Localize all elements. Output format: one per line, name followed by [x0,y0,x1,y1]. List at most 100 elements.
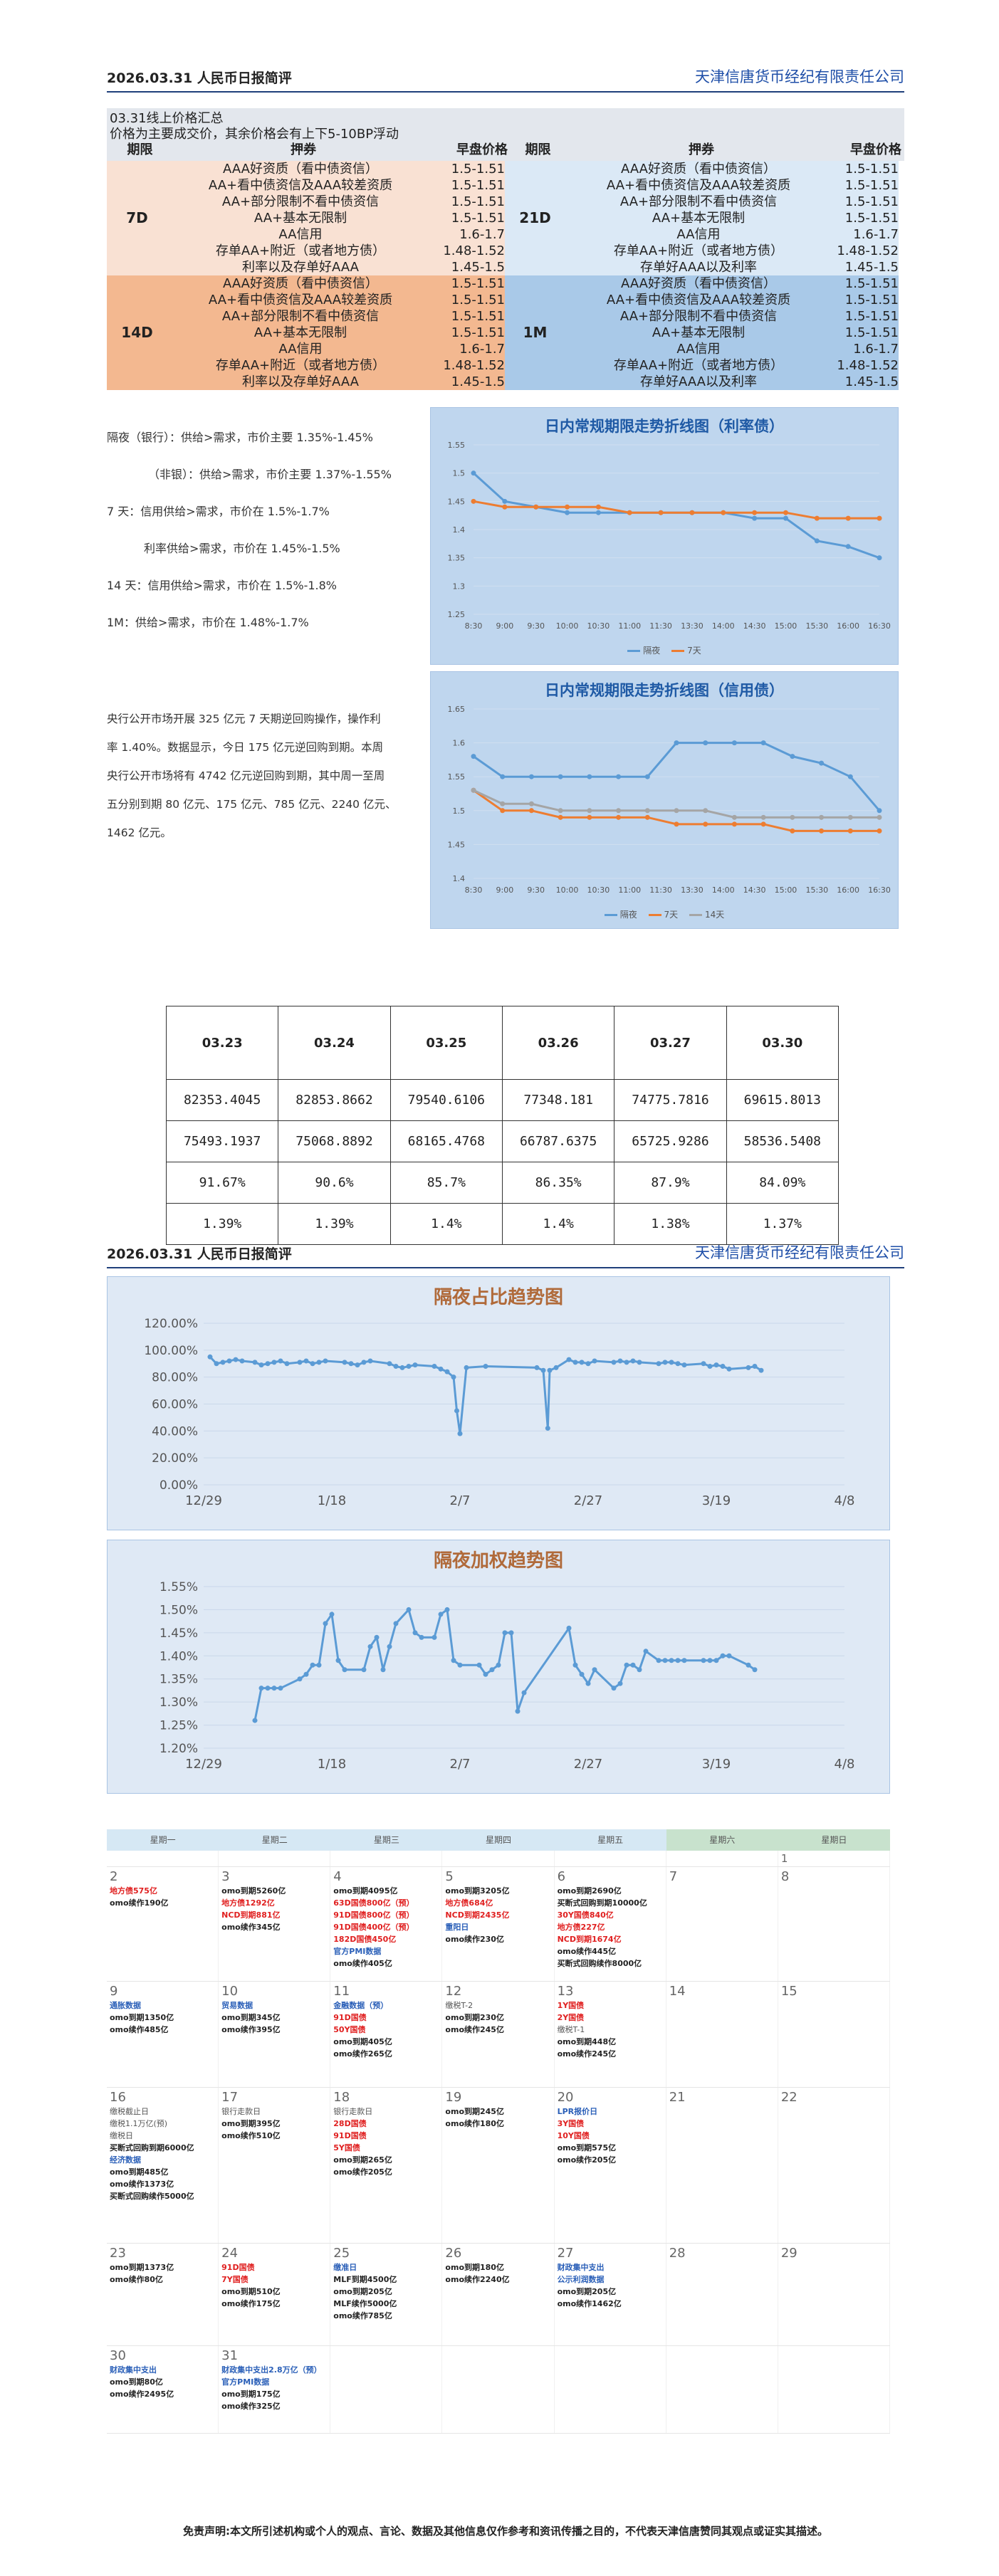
calendar-event: 30Y国债840亿 [557,1910,614,1920]
calendar-day: 2 地方债575亿 omo续作190亿 [107,1867,219,1981]
x-tick-label: 1/18 [318,1493,346,1508]
note-7d-credit: 7 天：信用供给>需求，市价在 1.5%-1.7% [107,505,330,518]
x-tick-label: 15:30 [805,621,828,631]
day-number: 2 [110,1869,118,1884]
data-point [316,1662,322,1668]
asset-list: AAA好资质（看中债资信） AA+看中债资信及AAA较差资质 AA+部分限制不看中债… [167,275,434,390]
table-header-cell: 03.26 [501,1006,615,1080]
calendar-day: 5 omo到期3205亿 地方债684亿 NCD到期2435亿 重阳日 omo续作230亿 [442,1867,555,1981]
calendar-event: omo到期448亿 [557,2037,617,2046]
calendar-event: 10Y国债 [557,2131,590,2140]
calendar-day: 27 财政集中支出 公示利润数据 omo到期205亿 omo续作1462亿 [555,2244,666,2345]
chart-plot: 1.20% 1.25% 1.30% 1.35% 1.40% 1.45% 1.50% 1.55%… [159,1580,855,1772]
note-7d-rate: 利率供给>需求，市价在 1.45%-1.5% [144,542,340,555]
day-number: 18 [333,2090,350,2105]
table-cell: 1.4% [501,1203,615,1245]
weekday-label: 星期四 [442,1829,555,1851]
x-tick-label: 2/27 [574,1757,602,1772]
day-number: 28 [669,2246,686,2261]
asset-name: AA信用 [676,342,721,357]
weekday-label: 星期二 [219,1829,331,1851]
data-point [355,1362,360,1368]
calendar-event: 地方债575亿 [110,1886,157,1896]
calendar-event: omo续作325亿 [221,2402,281,2411]
asset-price: 1.5-1.51 [451,162,505,177]
data-point [674,740,679,746]
data-point [720,1364,726,1370]
data-point [845,544,851,550]
x-tick-label: 14:00 [712,885,735,895]
day-number: 9 [110,1984,118,1999]
data-point [675,1658,681,1663]
data-point [681,1658,687,1663]
data-point [566,1625,572,1631]
calendar-event: omo到期405亿 [333,2037,392,2046]
table-row: 82353.4045 82853.8662 79540.6106 77348.181 7… [165,1079,840,1121]
y-tick-label: 1.4 [453,525,466,535]
data-point [528,808,534,814]
calendar-event: 财政集中支出 [557,2263,605,2272]
data-point [656,1361,661,1367]
data-point [658,510,664,515]
data-point [669,1360,674,1365]
legend-item: 14天 [689,908,724,920]
calendar-event: 经济数据 [110,2155,141,2165]
table-row: 1.39% 1.39% 1.4% 1.4% 1.38% 1.37% [165,1203,840,1245]
intraday-rate-chart: 日内常规期限走势折线图（利率债） 1.25 1.3 1.35 1.4 1.45 1.5 1.… [430,407,899,665]
legend-label: 7天 [664,910,679,920]
calendar-day [330,1851,443,1866]
calendar-event: omo续作1373亿 [110,2180,174,2189]
x-tick-label: 13:30 [681,885,704,895]
calendar-event: omo续作445亿 [557,1947,617,1956]
day-number: 21 [669,2090,686,2105]
x-tick-label: 2/27 [574,1493,602,1508]
asset-name: AA信用 [676,227,721,242]
table-cell: 86.35% [501,1162,615,1204]
overnight-ratio-chart: 隔夜占比趋势图 0.00% 20.00% 40.00% 60.00% 80.00% 100… [107,1276,890,1530]
table-row: 75493.1937 75068.8892 68165.4768 66787.6375… [165,1120,840,1162]
chart-legend: 隔夜 7天 [431,644,898,656]
calendar-event: 5Y国债 [333,2143,360,2152]
y-tick-label: 100.00% [144,1344,198,1358]
price-list: 1.5-1.51 1.5-1.51 1.5-1.51 1.5-1.51 1.6-1.7 1… [434,275,505,390]
day-number: 4 [333,1869,342,1884]
table-cell: 68165.4768 [389,1120,503,1162]
calendar-event: omo到期265亿 [333,2155,392,2165]
calendar-event: NCD到期1674亿 [557,1935,622,1944]
x-tick-label: 15:30 [805,885,828,895]
calendar-event: omo到期4095亿 [333,1886,398,1896]
data-point [746,1365,751,1370]
calendar-event: 通胀数据 [110,2001,141,2010]
disclaimer: 免责声明:本文所引述机构或个人的观点、言论、数据及其他信息仅作参考和资讯传播之目… [182,2525,828,2538]
x-tick-label: 9:30 [527,885,545,895]
y-tick-label: 1.55 [448,772,466,782]
day-number: 16 [110,2090,126,2105]
data-point [496,1662,501,1668]
day-number: 12 [445,1984,462,1999]
calendar-event: omo续作785亿 [333,2311,392,2320]
y-tick-label: 1.45% [159,1626,198,1641]
data-point [489,1667,495,1673]
calendar-event: 地方债1292亿 [221,1898,275,1908]
data-point [731,821,737,827]
note-14d: 14 天：信用供给>需求，市价在 1.5%-1.8% [107,579,338,592]
table-header-cell: 03.30 [726,1006,840,1080]
asset-price: 1.6-1.7 [459,342,505,357]
data-point [689,510,695,515]
data-point [630,1358,636,1364]
calendar-day: 8 [778,1867,890,1981]
calendar-event: omo续作485亿 [110,2025,169,2034]
day-number: 27 [557,2246,574,2261]
asset-price: 1.5-1.51 [451,293,505,307]
note-overnight-nonbank: （非银）：供给>需求，市价主要 1.37%-1.55% [148,468,392,481]
price-table-header: 03.31线上价格汇总 价格为主要成交价，其余价格会有上下5-10BP浮动 期限… [107,108,904,161]
data-point [483,1671,488,1677]
data-point [644,814,650,820]
data-point [877,555,882,561]
day-number: 20 [557,2090,574,2105]
data-point [592,1358,597,1364]
calendar-day: 1 [778,1851,890,1866]
data-point [310,1361,315,1367]
data-point [387,1644,392,1649]
overnight-data-table: 03.23 03.24 03.25 03.26 03.27 03.30 82353.4045… [165,1006,840,1245]
